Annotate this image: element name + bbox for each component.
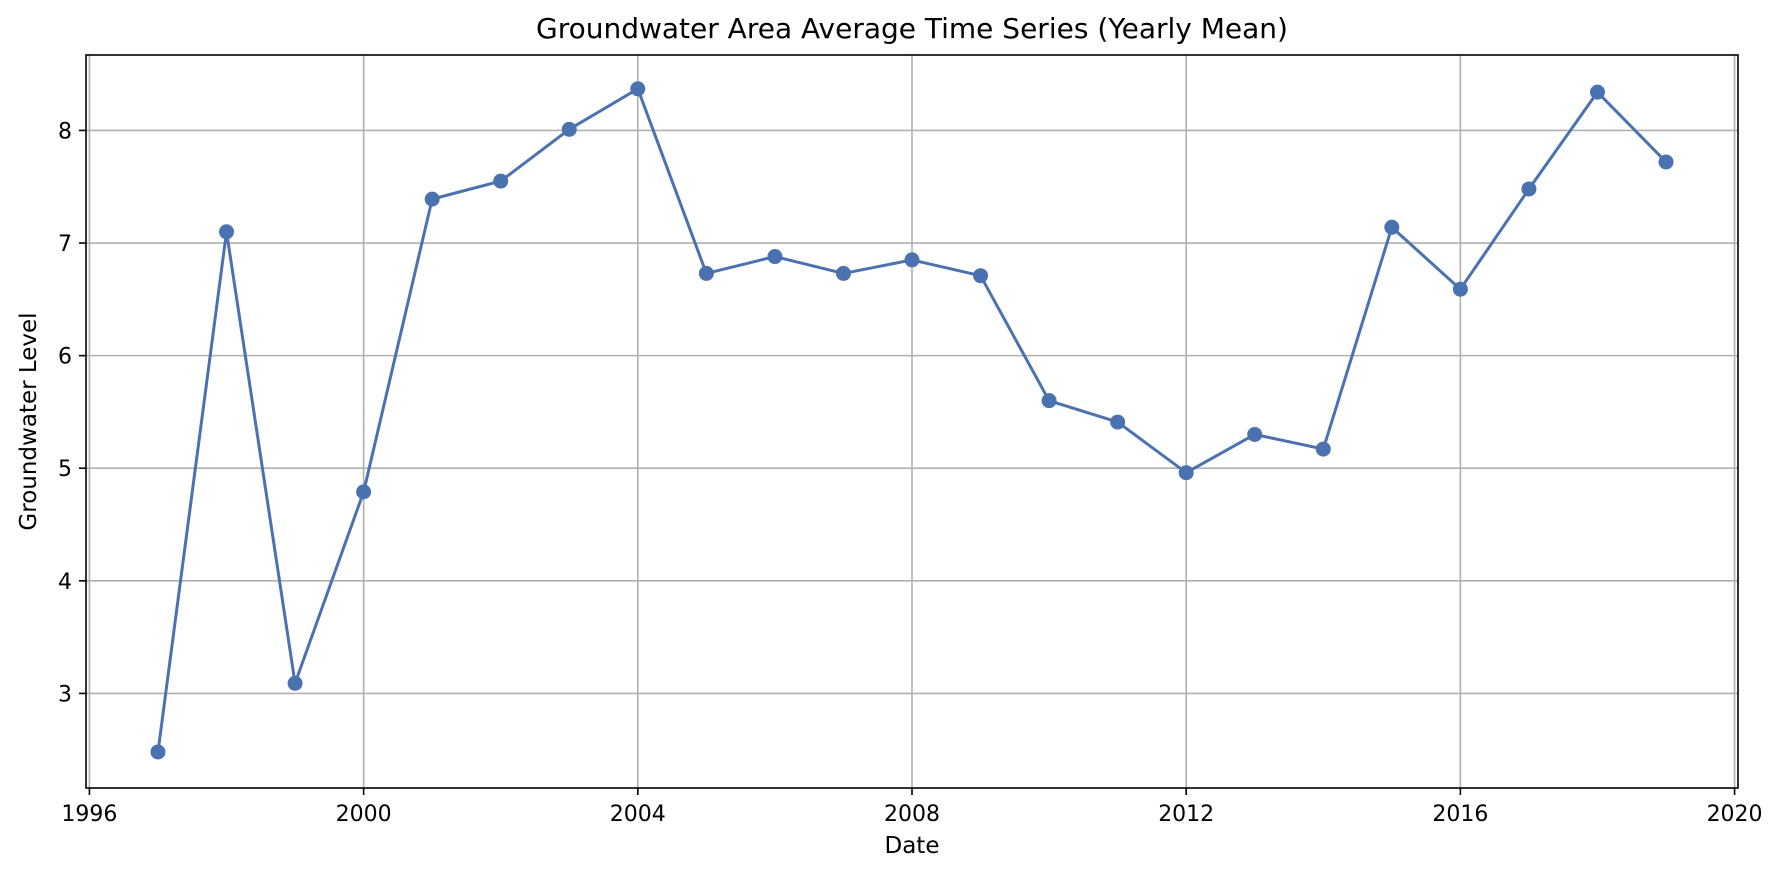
data-point [1041,393,1057,409]
data-point [1384,219,1400,235]
y-axis-label: Groundwater Level [16,312,42,530]
data-point [835,265,851,281]
data-point [1658,154,1674,170]
y-tick-label: 3 [58,682,72,707]
x-tick-label: 2000 [336,802,392,827]
data-point [1110,414,1126,430]
data-point [356,484,372,500]
data-point [493,173,509,189]
y-tick-label: 7 [58,232,72,257]
y-tick-label: 5 [58,457,72,482]
x-tick-label: 1996 [61,802,117,827]
data-point [1521,181,1537,197]
data-point [1247,426,1263,442]
data-point [698,265,714,281]
data-point [1452,281,1468,297]
x-tick-label: 2016 [1432,802,1488,827]
x-axis-label: Date [885,833,940,859]
x-tick-label: 2008 [884,802,940,827]
data-point [904,252,920,268]
data-point [1315,441,1331,457]
data-point [630,81,646,97]
data-series [150,81,1674,760]
x-tick-label: 2020 [1707,802,1763,827]
data-point [561,121,577,137]
data-point [150,744,166,760]
data-point [219,224,235,240]
grid-lines [86,55,1738,788]
chart-title: Groundwater Area Average Time Series (Ye… [536,12,1288,45]
y-tick-label: 4 [58,570,72,595]
data-point [424,191,440,207]
axis-ticks: 1996 2000 2004 2008 2012 2016 2020 3 4 5 6 7 8 [58,119,1763,827]
y-tick-label: 6 [58,345,72,370]
x-tick-label: 2004 [610,802,666,827]
data-point [973,268,989,284]
y-tick-label: 8 [58,119,72,144]
data-point [767,249,783,265]
data-point [1589,84,1605,100]
data-point [1178,465,1194,481]
x-tick-label: 2012 [1158,802,1214,827]
data-point [287,675,303,691]
